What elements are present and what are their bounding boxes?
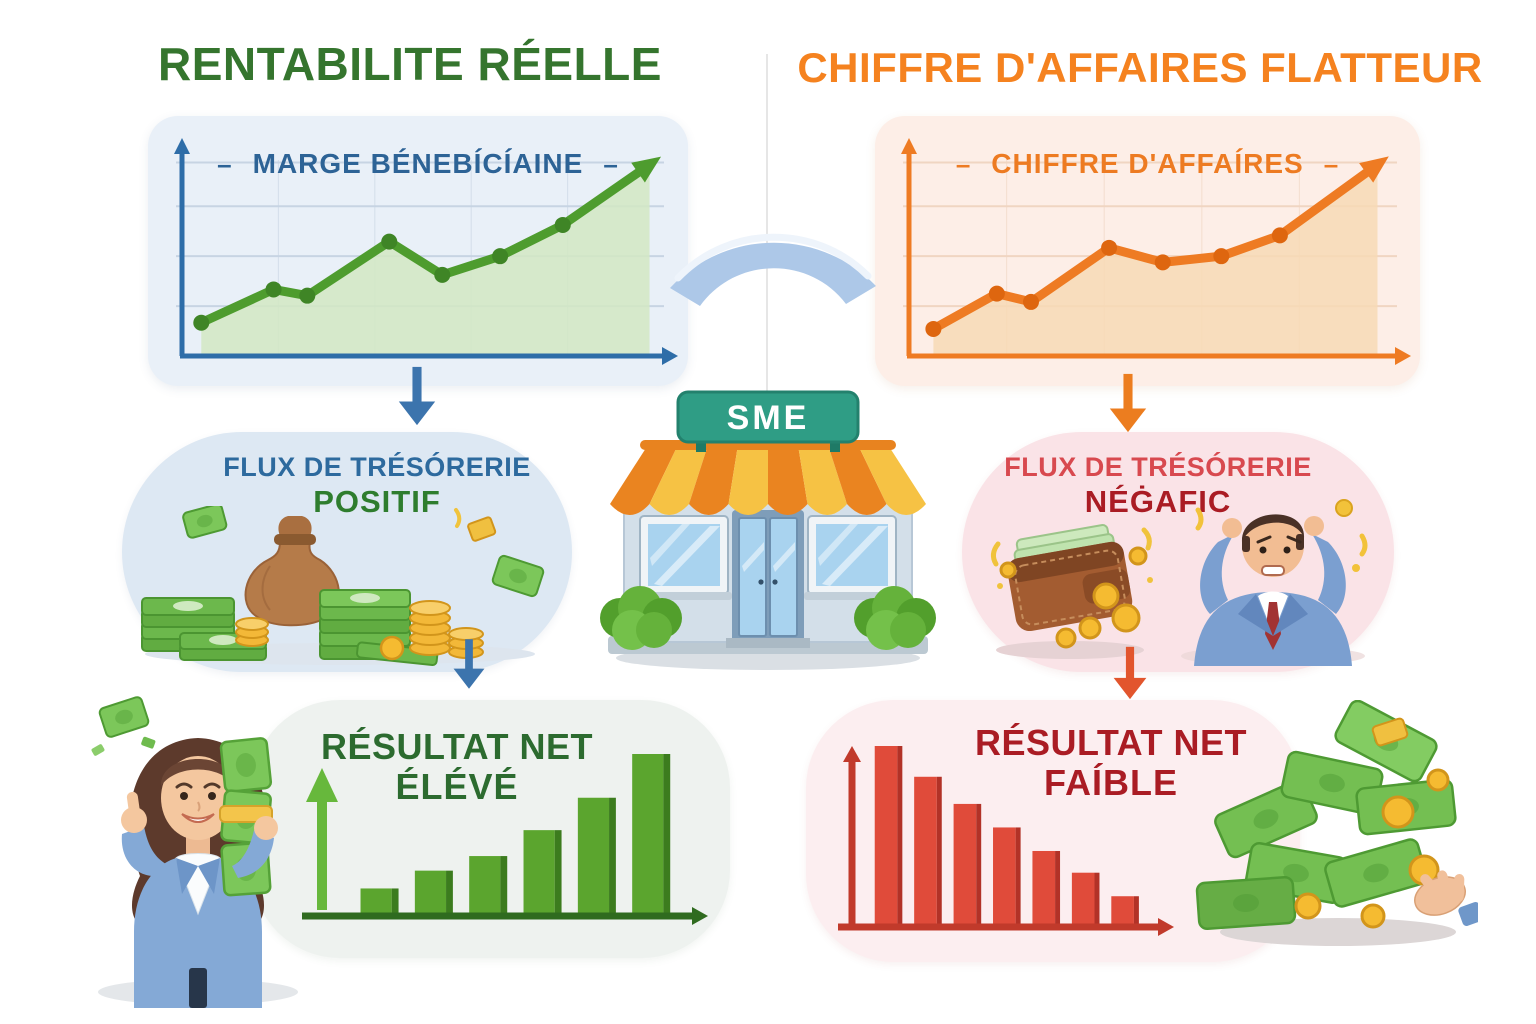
sme-storefront-illustration: SME xyxy=(600,390,936,670)
dash-icon: – xyxy=(217,148,233,179)
happy-businesswoman-illustration xyxy=(98,737,298,1008)
store-window xyxy=(636,515,732,600)
cashflow-status: NÉĠAFIC xyxy=(1084,484,1232,519)
dash-icon: – xyxy=(603,148,619,179)
sparkle-icon xyxy=(990,541,1001,567)
margin-chart-label: – MARGE BÉNEBÍCÍAINE – xyxy=(148,148,688,180)
store-window xyxy=(804,515,900,600)
result-label: RÉSULTAT NET xyxy=(321,726,593,767)
revenue-line-chart xyxy=(901,138,1411,365)
gold-note-icon xyxy=(467,516,497,542)
margin-line-chart xyxy=(174,138,678,365)
money-bag-icon xyxy=(244,516,340,627)
exchange-curved-arrow-icon xyxy=(670,233,876,306)
coin-stack-icon xyxy=(235,617,269,647)
thumb-up-icon xyxy=(126,791,141,818)
coin-icon xyxy=(1381,795,1415,829)
right-column-title: CHIFFRE D'AFFAIRES FLATTEUR xyxy=(797,44,1483,91)
negative-cashflow-bubble: FLUX DE TRÉSÓRERIE NÉĠAFIC xyxy=(962,432,1394,672)
coin-icon xyxy=(1360,903,1386,929)
coin-icon xyxy=(999,561,1017,579)
empty-wallet-icon xyxy=(990,524,1153,659)
floating-banknote-icon xyxy=(91,696,156,756)
down-arrow-icon xyxy=(1113,646,1147,700)
margin-chart-panel: – MARGE BÉNEBÍCÍAINE – xyxy=(148,116,688,386)
coin-icon xyxy=(1055,627,1077,649)
store-bush xyxy=(854,586,936,650)
center-divider-line xyxy=(766,54,768,398)
sparkle-icon xyxy=(1195,507,1204,531)
down-arrow-icon xyxy=(398,366,436,426)
store-sign-text: SME xyxy=(727,399,810,437)
sparkle-icon xyxy=(1141,527,1152,551)
coin-icon xyxy=(1128,546,1148,566)
store-sign: SME xyxy=(676,390,860,444)
hair xyxy=(1241,514,1305,542)
cashflow-label: FLUX DE TRÉSÓRERIE xyxy=(1004,452,1312,482)
dash-icon: – xyxy=(1323,148,1340,179)
down-arrow-icon xyxy=(453,639,485,689)
arm-thumbs-up xyxy=(121,826,166,876)
dash-icon: – xyxy=(955,148,972,179)
declining-bar-chart xyxy=(838,746,1174,936)
coin-icon xyxy=(1092,582,1120,610)
margin-chart-label-text: MARGE BÉNEBÍCÍAINE xyxy=(252,148,584,179)
positive-cashflow-bubble: FLUX DE TRÉSÓRERIE POSITIF xyxy=(122,432,572,672)
cashflow-status: POSITIF xyxy=(313,484,441,519)
sparkle-icon xyxy=(454,508,462,528)
coin-icon xyxy=(1111,603,1141,633)
coin-icon xyxy=(1294,892,1322,920)
store-awning xyxy=(610,440,926,515)
coin-icon xyxy=(379,635,405,661)
flying-banknote-icon xyxy=(491,554,545,598)
cashflow-label: FLUX DE TRÉSÓRERIE xyxy=(223,452,531,482)
revenue-chart-label: – CHIFFRE D'AFFAÍRES – xyxy=(875,148,1420,180)
necktie xyxy=(1265,602,1281,650)
coin-stack-icon xyxy=(409,600,451,656)
down-arrow-icon xyxy=(1109,373,1147,433)
result-status: ÉLÉVÉ xyxy=(395,766,519,807)
revenue-chart-panel: – CHIFFRE D'AFFAÍRES – xyxy=(875,116,1420,386)
worried-businessman-illustration xyxy=(1181,499,1368,666)
hand xyxy=(1414,870,1478,927)
coin-icon xyxy=(1078,616,1102,640)
coin-icon xyxy=(1426,768,1450,792)
result-status: FAÍBLE xyxy=(1043,762,1178,803)
result-label: RÉSULTAT NET xyxy=(975,722,1247,763)
revenue-chart-label-text: CHIFFRE D'AFFAÍRES xyxy=(991,148,1304,179)
money-pile-icon xyxy=(141,506,545,667)
sparkle-icon xyxy=(1359,533,1368,557)
rising-bar-chart xyxy=(302,754,708,925)
high-net-result-bubble: RÉSULTAT NET ÉLÉVÉ xyxy=(252,700,730,958)
coin-icon xyxy=(1335,499,1353,517)
store-bush xyxy=(600,586,682,650)
hair-fringe xyxy=(160,759,236,786)
left-column-title: RENTABILITE RÉELLE xyxy=(158,38,662,90)
store-door xyxy=(726,510,810,648)
scattered-money-pile-icon xyxy=(1195,700,1478,946)
